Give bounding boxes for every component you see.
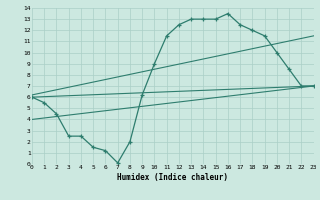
X-axis label: Humidex (Indice chaleur): Humidex (Indice chaleur): [117, 173, 228, 182]
